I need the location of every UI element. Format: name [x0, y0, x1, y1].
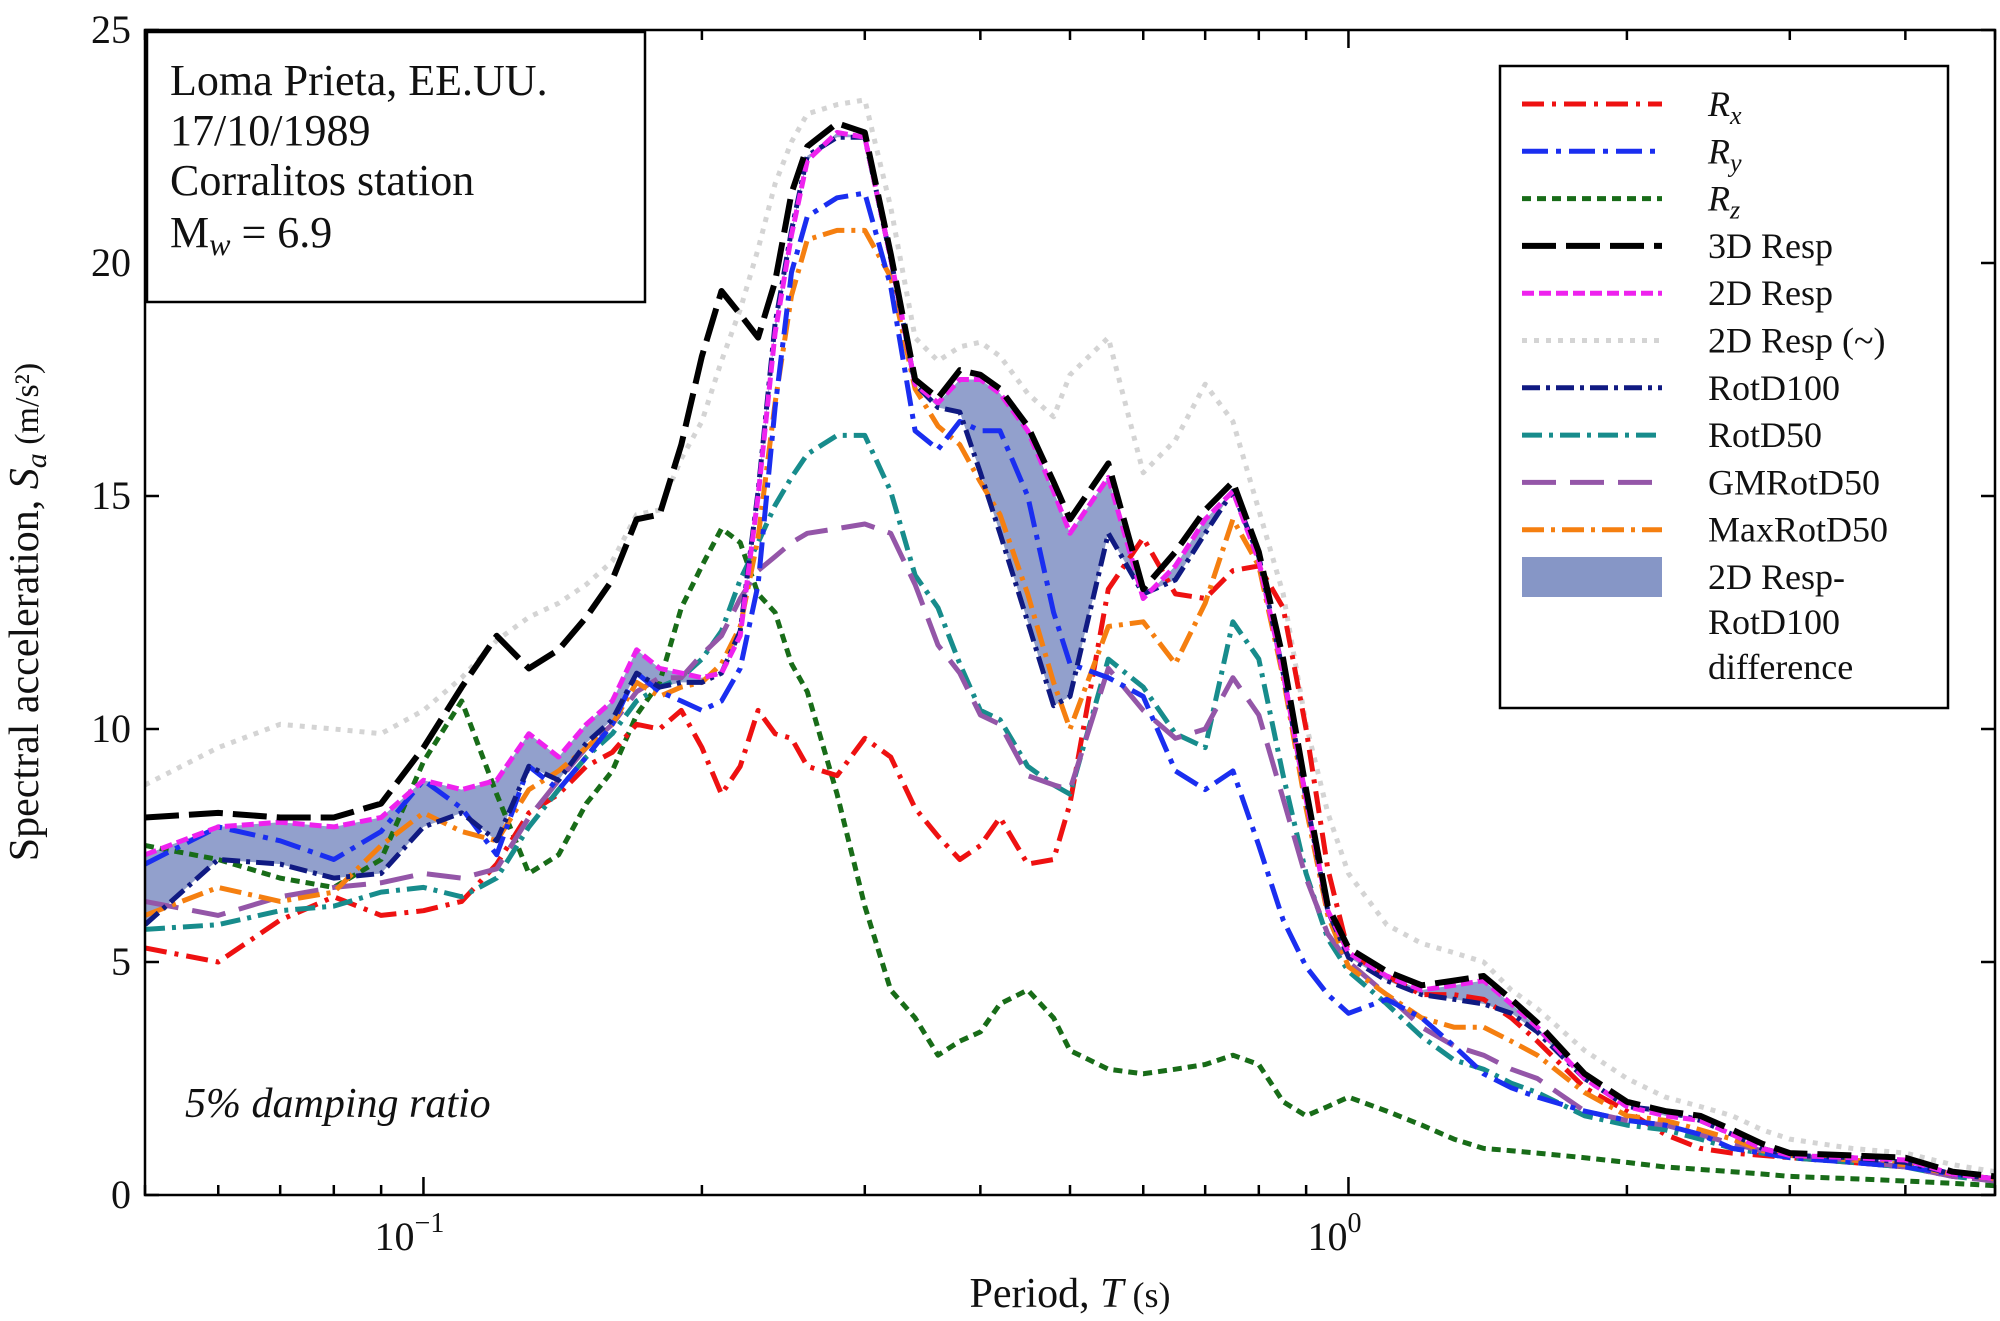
y-tick-label: 10	[91, 706, 131, 751]
info-station: Corralitos station	[170, 156, 474, 205]
series-line-rz	[145, 526, 1995, 1189]
info-magnitude: Mw = 6.9	[170, 208, 332, 262]
y-tick-label: 20	[91, 240, 131, 285]
legend-label-3d-resp: 3D Resp	[1708, 226, 1833, 266]
x-tick-label: 100	[1307, 1208, 1361, 1259]
legend-label-rotd50: RotD50	[1708, 415, 1822, 455]
series-line-ry	[145, 190, 1995, 1182]
legend-label-rotd100: RotD100	[1708, 368, 1840, 408]
legend-label-difference-band: 2D Resp-	[1708, 557, 1845, 597]
info-box: Loma Prieta, EE.UU. 17/10/1989 Corralito…	[145, 30, 647, 304]
legend-label-difference-band: RotD100	[1708, 602, 1840, 642]
series-line-2d-resp	[145, 97, 1995, 1175]
legend-label-maxrotd50: MaxRotD50	[1708, 510, 1888, 550]
y-tick-label: 25	[91, 7, 131, 52]
y-axis-title: Spectral acceleration, Sa (m/s²)	[2, 363, 53, 861]
x-axis-title: Period, T (s)	[969, 1271, 1170, 1317]
info-location: Loma Prieta, EE.UU.	[170, 56, 548, 105]
legend-label-rx: Rx	[1707, 84, 1742, 130]
legend-label-difference-band: difference	[1708, 647, 1853, 687]
series-line-rotd50	[145, 432, 1995, 1184]
series-line-maxrotd50	[145, 227, 1995, 1182]
legend-label-2d-resp: 2D Resp	[1708, 273, 1833, 313]
legend-label-gmrotd50: GMRotD50	[1708, 462, 1880, 502]
y-tick-label: 5	[111, 939, 131, 984]
legend-label-ry: Ry	[1707, 131, 1742, 177]
legend-box	[1498, 64, 1950, 710]
damping-annotation: 5% damping ratio	[185, 1081, 491, 1127]
legend-swatch-difference-band	[1522, 557, 1662, 597]
info-date: 17/10/1989	[170, 106, 370, 155]
series-line-3d-resp	[145, 120, 1995, 1180]
y-tick-label: 0	[111, 1172, 131, 1217]
legend-label-2d-resp: 2D Resp (~)	[1708, 321, 1885, 361]
x-tick-label: 10−1	[375, 1208, 445, 1259]
y-tick-label: 15	[91, 473, 131, 518]
legend-label-rz: Rz	[1707, 179, 1740, 225]
series-line-rx	[145, 535, 1995, 1182]
